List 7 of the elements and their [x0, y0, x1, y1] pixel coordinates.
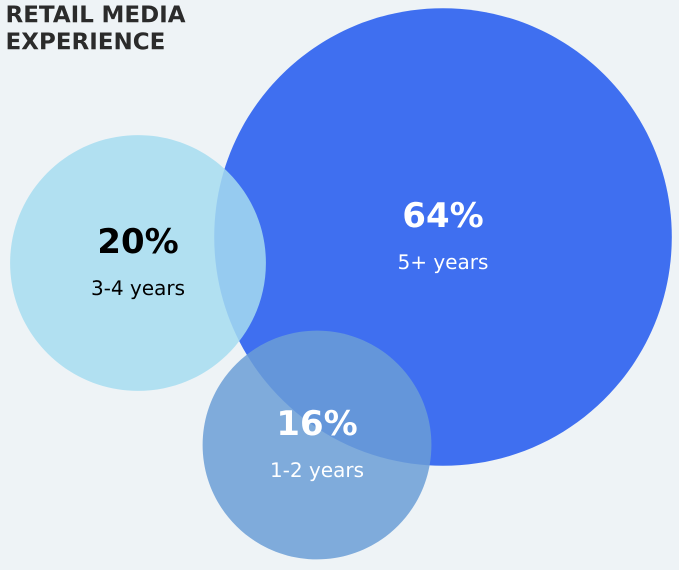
data-label: 64%	[404, 202, 483, 228]
data-label: 20%	[100, 228, 178, 254]
text: RETAIL MEDIA EXPERIENCE	[8, 6, 186, 50]
category-label: 5+ years	[399, 254, 488, 274]
data-label: 16%	[280, 410, 357, 436]
category-label: 1-2 years	[272, 462, 364, 482]
category-label: 3-4 years	[92, 280, 184, 300]
